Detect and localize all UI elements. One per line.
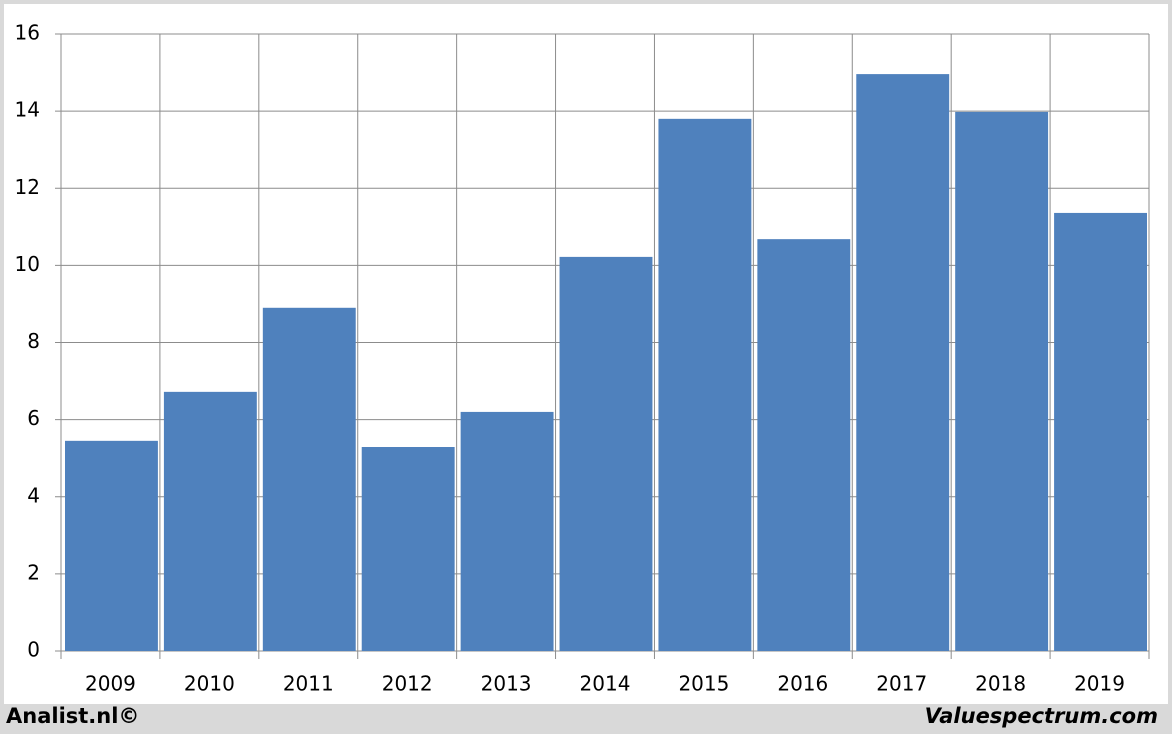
bar: [163, 391, 257, 651]
y-tick-label: 4: [27, 483, 40, 507]
bar: [856, 74, 950, 652]
y-tick-label: 12: [15, 175, 40, 199]
x-tick-label: 2012: [382, 672, 433, 696]
x-tick-label: 2011: [283, 672, 334, 696]
bar: [757, 239, 851, 651]
x-tick-label: 2009: [85, 672, 136, 696]
y-tick-label: 8: [27, 329, 40, 353]
y-tick-label: 14: [15, 98, 40, 122]
y-tick-label: 2: [27, 560, 40, 584]
x-tick-label: 2015: [678, 672, 729, 696]
bar: [955, 111, 1049, 652]
y-tick-label: 0: [27, 638, 40, 662]
bar: [262, 307, 356, 651]
footer-right: Valuespectrum.com: [925, 704, 1158, 728]
x-tick-label: 2010: [184, 672, 235, 696]
bar: [1054, 212, 1147, 651]
y-tick-label: 10: [15, 252, 40, 276]
bar: [460, 411, 554, 651]
bar: [361, 447, 455, 651]
x-tick-label: 2018: [975, 672, 1026, 696]
bar: [658, 118, 752, 651]
x-tick-label: 2017: [876, 672, 927, 696]
bar: [65, 440, 158, 651]
x-tick-label: 2014: [580, 672, 631, 696]
footer-left: Analist.nl©: [6, 704, 139, 728]
x-tick-label: 2013: [481, 672, 532, 696]
x-tick-label: 2016: [777, 672, 828, 696]
y-tick-label: 6: [27, 406, 40, 430]
bar: [559, 256, 653, 651]
x-tick-label: 2019: [1074, 672, 1125, 696]
y-tick-label: 16: [15, 21, 40, 45]
